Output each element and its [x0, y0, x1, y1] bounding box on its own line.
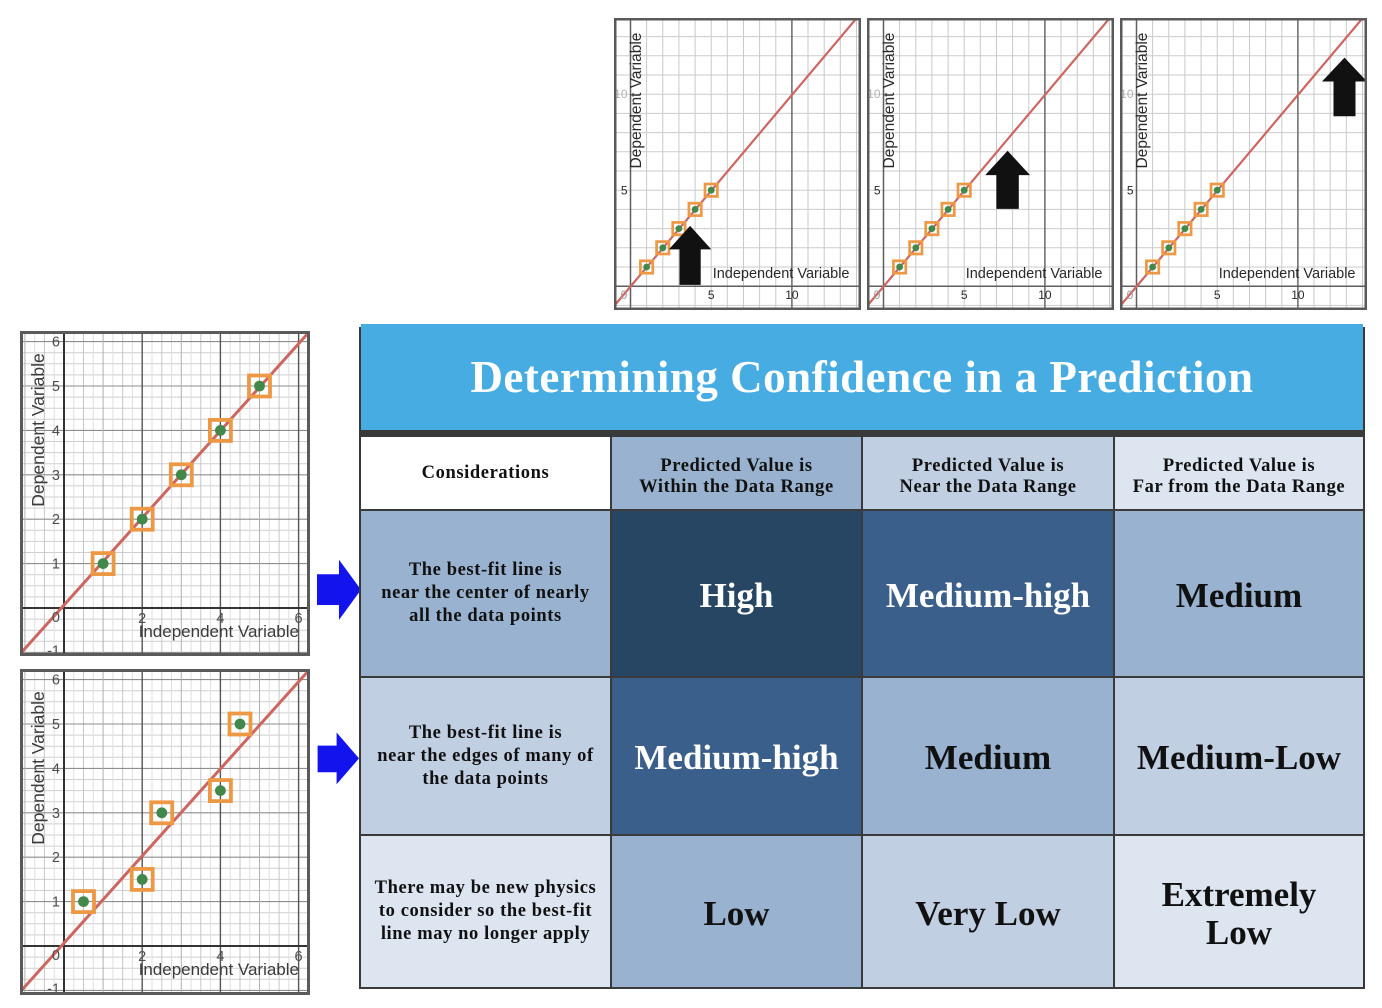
- svg-text:-1: -1: [47, 643, 60, 656]
- svg-text:4: 4: [52, 761, 60, 777]
- svg-text:5: 5: [707, 288, 714, 302]
- svg-text:0: 0: [1126, 288, 1133, 302]
- svg-text:Independent Variable: Independent Variable: [712, 266, 849, 282]
- svg-text:4: 4: [52, 423, 60, 439]
- svg-text:10: 10: [785, 288, 799, 302]
- svg-text:Independent Variable: Independent Variable: [139, 622, 299, 641]
- svg-text:10: 10: [1291, 288, 1305, 302]
- svg-text:Independent Variable: Independent Variable: [966, 266, 1103, 282]
- svg-text:1: 1: [52, 557, 60, 573]
- svg-text:Dependent Variable: Dependent Variable: [628, 32, 645, 168]
- svg-text:5: 5: [52, 379, 60, 395]
- svg-text:0: 0: [52, 610, 60, 626]
- svg-text:Independent Variable: Independent Variable: [139, 960, 299, 979]
- svg-text:2: 2: [52, 850, 60, 866]
- svg-text:6: 6: [52, 673, 60, 689]
- svg-text:0: 0: [52, 948, 60, 964]
- svg-text:5: 5: [1213, 288, 1220, 302]
- svg-text:5: 5: [961, 288, 968, 302]
- svg-text:2: 2: [138, 611, 146, 627]
- svg-text:Dependent Variable: Dependent Variable: [28, 353, 48, 506]
- svg-text:6: 6: [52, 335, 60, 351]
- svg-text:5: 5: [1126, 183, 1133, 197]
- svg-text:5: 5: [620, 183, 627, 197]
- svg-text:10: 10: [867, 87, 881, 101]
- svg-text:Dependent Variable: Dependent Variable: [28, 691, 48, 844]
- svg-text:Independent Variable: Independent Variable: [1218, 266, 1355, 282]
- svg-text:4: 4: [216, 949, 224, 965]
- svg-text:3: 3: [52, 806, 60, 822]
- svg-text:10: 10: [614, 87, 628, 101]
- svg-text:5: 5: [874, 183, 881, 197]
- svg-text:-1: -1: [47, 981, 60, 995]
- svg-text:6: 6: [295, 611, 303, 627]
- svg-text:Dependent Variable: Dependent Variable: [881, 32, 898, 168]
- svg-text:2: 2: [138, 949, 146, 965]
- svg-text:6: 6: [295, 949, 303, 965]
- svg-text:5: 5: [52, 717, 60, 733]
- svg-text:Dependent Variable: Dependent Variable: [1134, 32, 1151, 168]
- svg-text:10: 10: [1120, 87, 1134, 101]
- svg-text:1: 1: [52, 895, 60, 911]
- svg-text:3: 3: [52, 468, 60, 484]
- svg-text:4: 4: [216, 611, 224, 627]
- svg-text:2: 2: [52, 512, 60, 528]
- svg-text:0: 0: [620, 288, 627, 302]
- svg-text:0: 0: [874, 288, 881, 302]
- svg-text:10: 10: [1038, 288, 1052, 302]
